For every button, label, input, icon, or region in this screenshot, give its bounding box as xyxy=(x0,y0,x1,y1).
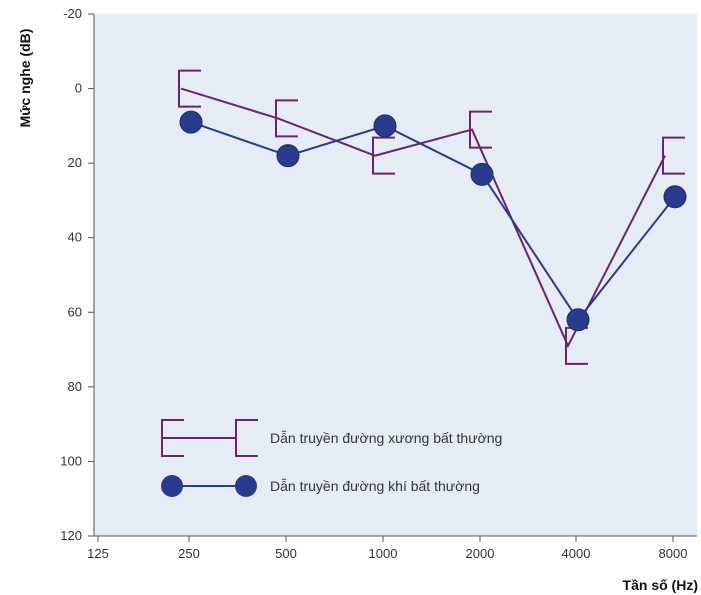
air-conduction-marker xyxy=(179,110,203,134)
y-tick-label: 60 xyxy=(68,304,82,319)
series-layer xyxy=(178,69,687,365)
legend-air-circle-left xyxy=(161,475,183,497)
legend-air-circle-right xyxy=(235,475,257,497)
x-axis-title: Tần số (Hz) xyxy=(623,577,698,593)
plot-area xyxy=(94,14,697,536)
bone-conduction-marker xyxy=(662,136,685,175)
y-tick-label: 0 xyxy=(75,81,82,96)
y-tick-label: 80 xyxy=(68,379,82,394)
legend-label-air-conduction: Dẫn truyền đường khí bất thường xyxy=(270,478,480,494)
x-tick-label: 125 xyxy=(87,546,109,561)
bone-conduction-marker xyxy=(275,99,298,138)
legend-label-bone-conduction: Dẫn truyền đường xương bất thường xyxy=(270,430,502,446)
y-tick-label: 20 xyxy=(68,155,82,170)
x-tick-label: 1000 xyxy=(369,546,398,561)
air-conduction-marker xyxy=(276,144,300,168)
legend-item-bone-conduction xyxy=(161,419,258,457)
series-line-air-conduction xyxy=(190,121,676,322)
bone-conduction-marker xyxy=(372,136,395,175)
y-tick-label: -20 xyxy=(63,6,82,21)
y-tick-label: 40 xyxy=(68,230,82,245)
legend-bracket-right xyxy=(235,419,258,457)
y-tick-label: 100 xyxy=(60,453,82,468)
y-axis-title: Mức nghe (dB) xyxy=(17,29,33,128)
air-conduction-marker xyxy=(373,114,397,138)
air-conduction-marker xyxy=(663,185,687,209)
air-conduction-marker xyxy=(470,162,494,186)
x-tick-label: 250 xyxy=(178,546,200,561)
air-conduction-marker xyxy=(566,308,590,332)
x-tick-labels: 125 250 500 1000 2000 4000 8000 xyxy=(87,536,687,561)
x-tick-label: 8000 xyxy=(659,546,688,561)
x-tick-label: 2000 xyxy=(466,546,495,561)
bone-conduction-marker xyxy=(469,110,492,149)
x-tick-label: 500 xyxy=(275,546,297,561)
y-tick-label: 120 xyxy=(60,528,82,543)
legend: Dẫn truyền đường xương bất thường Dẫn tr… xyxy=(161,419,502,497)
x-tick-label: 4000 xyxy=(562,546,591,561)
y-tick-labels: -20 0 20 40 60 80 100 120 xyxy=(60,6,94,543)
bone-conduction-marker xyxy=(178,69,201,108)
legend-item-air-conduction xyxy=(161,475,257,497)
